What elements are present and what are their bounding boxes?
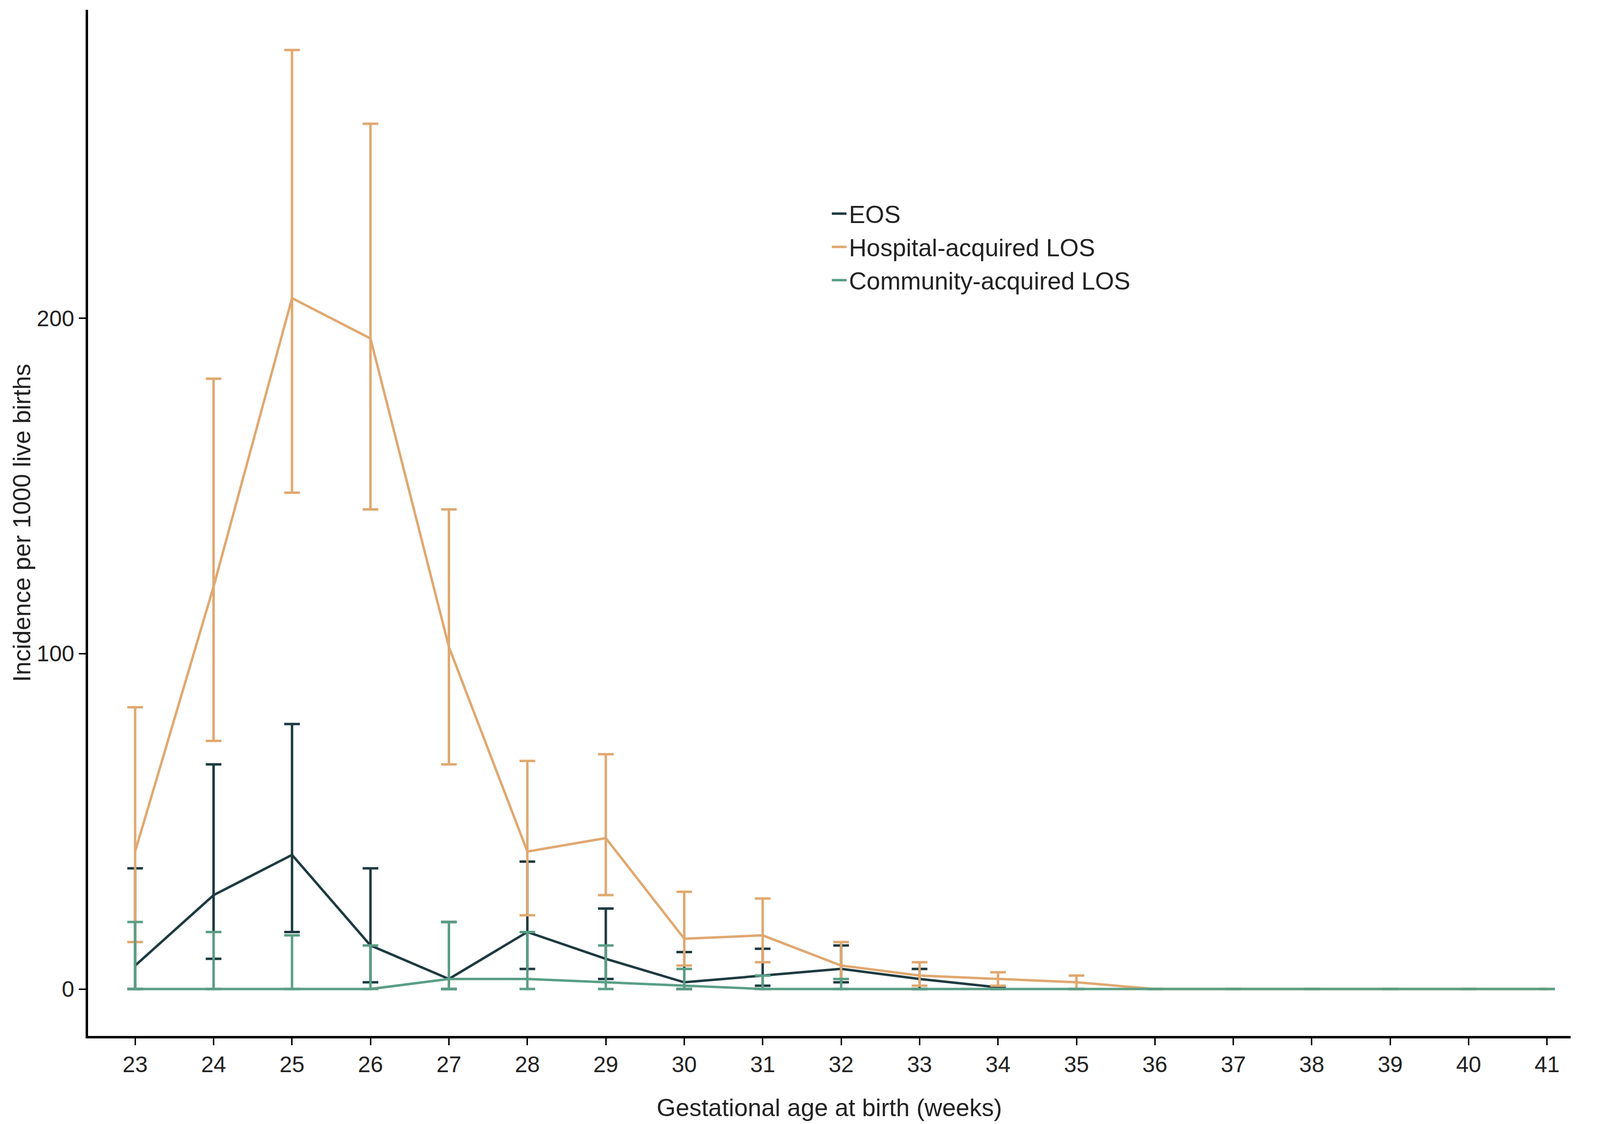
svg-text:38: 38 <box>1299 1051 1325 1078</box>
svg-text:32: 32 <box>828 1051 854 1078</box>
svg-text:24: 24 <box>201 1051 227 1078</box>
svg-text:29: 29 <box>593 1051 619 1078</box>
svg-text:EOS: EOS <box>848 201 901 229</box>
svg-text:41: 41 <box>1534 1051 1560 1078</box>
svg-text:Community-acquired LOS: Community-acquired LOS <box>848 267 1131 296</box>
svg-text:39: 39 <box>1377 1051 1403 1078</box>
svg-text:30: 30 <box>671 1051 697 1078</box>
svg-text:33: 33 <box>907 1051 933 1078</box>
svg-text:31: 31 <box>750 1051 776 1078</box>
svg-text:25: 25 <box>279 1051 305 1078</box>
svg-text:26: 26 <box>358 1051 384 1078</box>
svg-text:200: 200 <box>36 305 75 332</box>
svg-text:27: 27 <box>436 1051 462 1078</box>
svg-text:34: 34 <box>985 1051 1011 1078</box>
svg-text:23: 23 <box>122 1051 148 1078</box>
svg-text:36: 36 <box>1142 1051 1168 1078</box>
svg-text:Incidence per 1000 live births: Incidence per 1000 live births <box>8 364 36 683</box>
svg-text:100: 100 <box>36 640 75 667</box>
svg-text:Hospital-acquired LOS: Hospital-acquired LOS <box>848 234 1096 262</box>
svg-text:37: 37 <box>1220 1051 1246 1078</box>
svg-text:35: 35 <box>1063 1051 1089 1078</box>
svg-text:40: 40 <box>1456 1051 1482 1078</box>
svg-text:28: 28 <box>514 1051 540 1078</box>
svg-text:0: 0 <box>61 976 75 1003</box>
svg-text:Gestational age at birth (week: Gestational age at birth (weeks) <box>656 1094 1003 1122</box>
